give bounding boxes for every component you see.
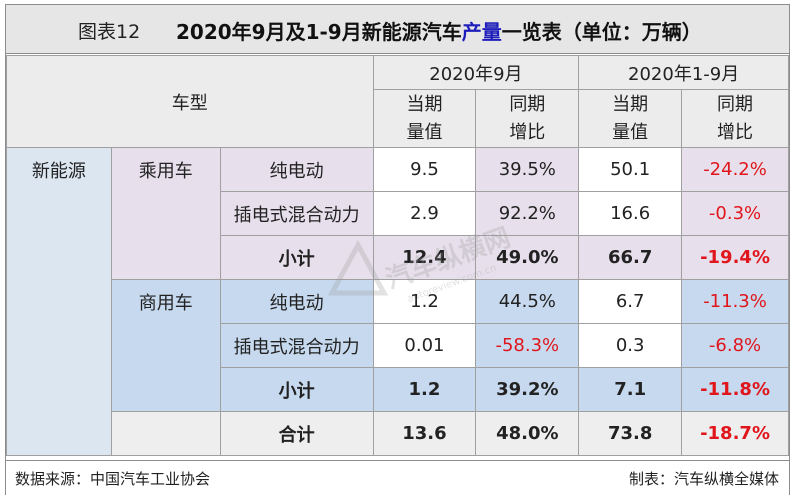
value-cell: 50.1 bbox=[578, 147, 683, 192]
value-cell: -18.7% bbox=[681, 411, 789, 456]
row-label: 小计 bbox=[219, 235, 374, 280]
value-cell: 6.7 bbox=[578, 279, 683, 324]
value-cell: 92.2% bbox=[475, 191, 580, 236]
header-yoy-line2: 增比 bbox=[509, 121, 546, 143]
header-sep-2020: 2020年9月 bbox=[372, 55, 580, 90]
production-table: 车型 2020年9月 2020年1-9月 当期量值 同期增比 当期量值 同期增比… bbox=[6, 55, 789, 456]
value-cell: 0.3 bbox=[578, 323, 683, 368]
value-cell: -58.3% bbox=[475, 323, 580, 368]
row-label: 纯电动 bbox=[219, 147, 374, 192]
table-row: 插电式混合动力 2.9 92.2% 16.6 -0.3% bbox=[7, 191, 789, 236]
table-title: 2020年9月及1-9月新能源汽车产量一览表（单位：万辆） bbox=[176, 16, 702, 45]
value-cell: 39.5% bbox=[475, 147, 580, 192]
header-yoy-line1: 同期 bbox=[509, 93, 546, 115]
value-cell: 16.6 bbox=[578, 191, 683, 236]
data-source: 数据来源：中国汽车工业协会 bbox=[15, 470, 211, 488]
table-row: 新能源 乘用车 纯电动 9.5 39.5% 50.1 -24.2% bbox=[6, 147, 789, 456]
spacer-cell bbox=[110, 411, 221, 456]
row-label: 插电式混合动力 bbox=[219, 191, 374, 236]
header-jan-sep-2020: 2020年1-9月 bbox=[578, 55, 789, 90]
value-cell: -6.8% bbox=[681, 323, 789, 368]
value-cell: 0.01 bbox=[372, 323, 477, 368]
row-label: 小计 bbox=[219, 367, 374, 412]
commercial-vehicle-cell: 商用车 bbox=[110, 279, 221, 412]
table-maker: 制表：汽车纵横全媒体 bbox=[628, 470, 779, 488]
title-highlight: 产量 bbox=[461, 20, 502, 44]
value-cell: 49.0% bbox=[475, 235, 580, 280]
header-current-line2: 量值 bbox=[406, 121, 443, 143]
value-cell: -11.8% bbox=[681, 367, 789, 412]
table-row: 合计 13.6 48.0% 73.8 -18.7% bbox=[7, 411, 789, 456]
value-cell: 73.8 bbox=[578, 411, 683, 456]
value-cell: 44.5% bbox=[475, 279, 580, 324]
value-cell: 48.0% bbox=[475, 411, 580, 456]
value-cell: 39.2% bbox=[475, 367, 580, 412]
value-cell: -0.3% bbox=[681, 191, 789, 236]
figure-number: 图表12 bbox=[78, 21, 141, 43]
header-current-line1: 当期 bbox=[406, 93, 443, 115]
header-current-line1: 当期 bbox=[612, 93, 649, 115]
value-cell: 2.9 bbox=[372, 191, 477, 236]
header-vehicle-type: 车型 bbox=[6, 55, 374, 148]
title-part-post: 一览表（单位：万辆） bbox=[501, 20, 702, 44]
table-row: 插电式混合动力 0.01 -58.3% 0.3 -6.8% bbox=[7, 323, 789, 368]
table-row: 小计 1.2 39.2% 7.1 -11.8% bbox=[7, 367, 789, 412]
header-ytd-current: 当期 量值 bbox=[578, 89, 683, 148]
header-sep-current: 当期 量值 bbox=[372, 89, 477, 148]
value-cell: 1.2 bbox=[372, 367, 477, 412]
row-label: 纯电动 bbox=[219, 279, 374, 324]
row-label: 合计 bbox=[219, 411, 374, 456]
value-cell: 13.6 bbox=[372, 411, 477, 456]
value-cell: 66.7 bbox=[578, 235, 683, 280]
value-cell: -24.2% bbox=[681, 147, 789, 192]
header-ytd-yoy: 同期 增比 bbox=[681, 89, 789, 148]
header-sep-yoy: 同期 增比 bbox=[475, 89, 580, 148]
passenger-car-cell: 乘用车 bbox=[110, 147, 221, 280]
table-row: 小计 12.4 49.0% 66.7 -19.4% bbox=[7, 235, 789, 280]
title-part-pre: 2020年9月及1-9月新能源汽车 bbox=[176, 20, 462, 44]
value-cell: 7.1 bbox=[578, 367, 683, 412]
row-label: 插电式混合动力 bbox=[219, 323, 374, 368]
table-row: 商用车 纯电动 1.2 44.5% 6.7 -11.3% bbox=[7, 279, 789, 412]
table-frame: 图表12 2020年9月及1-9月新能源汽车产量一览表（单位：万辆） 车型 20… bbox=[5, 4, 790, 495]
category-cell: 新能源 bbox=[6, 147, 112, 456]
header-yoy-line2: 增比 bbox=[717, 121, 754, 143]
value-cell: 12.4 bbox=[372, 235, 477, 280]
header-current-line2: 量值 bbox=[612, 121, 649, 143]
value-cell: -11.3% bbox=[681, 279, 789, 324]
header-yoy-line1: 同期 bbox=[717, 93, 754, 115]
title-bar: 图表12 2020年9月及1-9月新能源汽车产量一览表（单位：万辆） bbox=[6, 5, 789, 54]
footer: 数据来源：中国汽车工业协会 制表：汽车纵横全媒体 bbox=[6, 460, 789, 495]
value-cell: -19.4% bbox=[681, 235, 789, 280]
value-cell: 9.5 bbox=[372, 147, 477, 192]
value-cell: 1.2 bbox=[372, 279, 477, 324]
